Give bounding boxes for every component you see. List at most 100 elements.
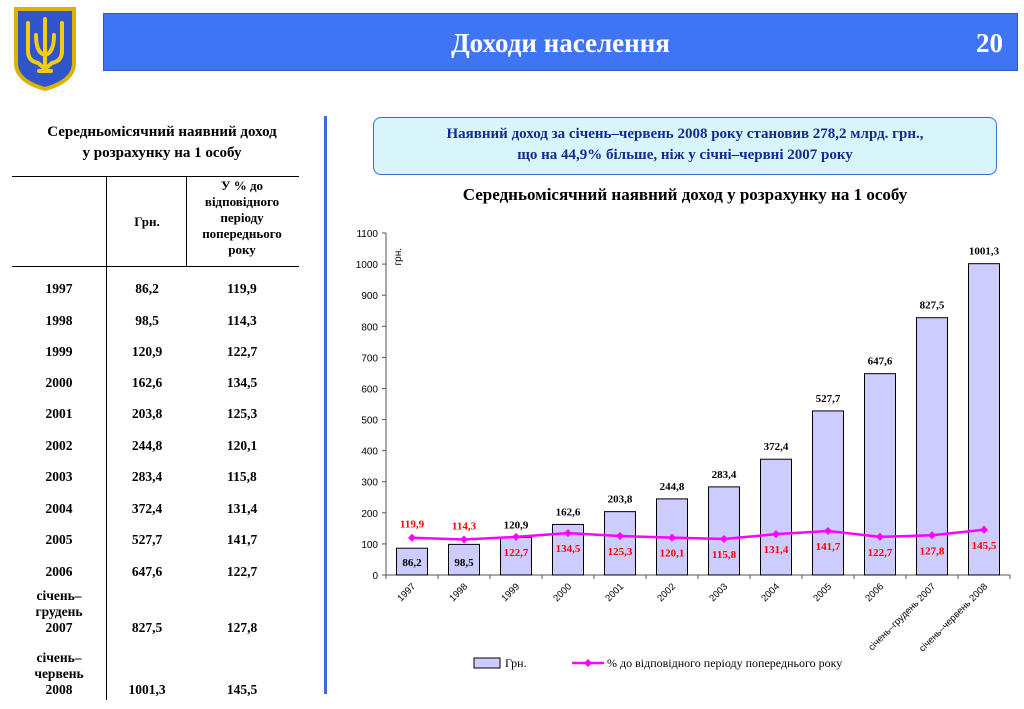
x-tick-label: 2005 xyxy=(811,581,834,604)
pct-value-label: 115,8 xyxy=(712,549,737,561)
y-tick-label: 900 xyxy=(361,291,378,302)
bar xyxy=(812,410,844,576)
bar xyxy=(760,458,792,576)
bar-value-label: 86,2 xyxy=(402,557,422,569)
bar xyxy=(448,543,480,576)
row-year-line: 2001 xyxy=(45,406,73,421)
x-tick-label: 1999 xyxy=(499,581,522,604)
row-grn-value: 372,4 xyxy=(131,501,163,516)
table-col-divider xyxy=(186,176,187,266)
vertical-divider xyxy=(324,116,327,694)
pct-marker xyxy=(772,530,780,539)
row-pct-value: 127,8 xyxy=(226,620,258,635)
y-tick-label: 700 xyxy=(361,353,378,364)
info-line2: що на 44,9% більше, ніж у січні–червні 2… xyxy=(517,147,853,163)
pct-marker xyxy=(460,535,468,544)
row-year: 2004 xyxy=(12,501,106,517)
y-tick-label: 400 xyxy=(361,447,378,458)
row-year-line: січень– xyxy=(36,650,82,665)
pct-value-label: 131,4 xyxy=(764,544,789,556)
pct-value-label: 122,7 xyxy=(504,547,529,559)
row-year-line: січень– xyxy=(36,588,82,603)
row-year: 2005 xyxy=(12,532,106,548)
row-year-line: 2000 xyxy=(45,375,73,390)
row-grn-value: 120,9 xyxy=(131,344,163,359)
y-tick-label: 1100 xyxy=(356,229,378,240)
bar-value-label: 647,6 xyxy=(868,356,893,368)
legend-bar-label: Грн. xyxy=(505,656,527,670)
pct-line xyxy=(411,528,985,541)
row-grn-value: 527,7 xyxy=(131,532,163,547)
info-line1: Наявний доход за січень–червень 2008 рок… xyxy=(446,126,924,142)
row-year-line: 2005 xyxy=(45,532,73,547)
chart-title: Середньомісячний наявний доход у розраху… xyxy=(462,185,908,204)
row-year-line: 2008 xyxy=(45,682,73,697)
row-year: 2000 xyxy=(12,375,106,391)
x-tick-label: 2003 xyxy=(707,581,730,604)
row-pct-value: 115,8 xyxy=(227,469,257,484)
row-year: січень– червень 2008 xyxy=(12,650,106,698)
bar xyxy=(604,511,636,576)
row-grn-value: 1001,3 xyxy=(128,682,166,697)
row-grn-value: 827,5 xyxy=(131,620,163,635)
page-number: 20 xyxy=(976,28,1003,58)
table-title-line1: Середньомісячний наявний доход xyxy=(47,124,277,140)
row-year: 2003 xyxy=(12,469,106,485)
pct-marker xyxy=(564,529,572,538)
trident-emblem-icon xyxy=(14,7,76,91)
row-grn-value: 98,5 xyxy=(135,313,159,328)
x-tick-label: 2001 xyxy=(603,581,626,604)
y-tick-label: 800 xyxy=(361,322,378,333)
bar-value-label: 1001,3 xyxy=(969,246,1000,258)
y-tick-label: 100 xyxy=(361,540,378,551)
row-pct-value: 131,4 xyxy=(226,501,258,516)
row-year-line: грудень xyxy=(35,604,83,619)
row-year-line: 2006 xyxy=(45,564,73,579)
bar-value-label: 203,8 xyxy=(608,494,633,506)
row-year-line: 2002 xyxy=(45,438,73,453)
bar-value-label: 283,4 xyxy=(712,469,737,481)
row-pct-value: 134,5 xyxy=(226,375,258,390)
legend-bar-swatch xyxy=(473,657,501,669)
pct-value-label: 134,5 xyxy=(556,543,581,555)
row-year: 2006 xyxy=(12,564,106,580)
row-pct-value: 125,3 xyxy=(226,406,258,421)
pct-marker xyxy=(980,525,988,534)
page-title: Доходи населення xyxy=(451,28,670,58)
column-header-pct-line: періоду xyxy=(220,210,264,225)
x-tick-label: 1998 xyxy=(447,581,470,604)
column-header-pct-line: відповідного xyxy=(204,194,280,209)
table-col-divider xyxy=(106,176,107,700)
row-grn-value: 203,8 xyxy=(131,406,163,421)
pct-value-label: 141,7 xyxy=(816,541,841,553)
row-grn-value: 162,6 xyxy=(131,375,163,390)
row-year: 2001 xyxy=(12,406,106,422)
row-year-line: 1997 xyxy=(45,281,73,296)
x-tick-label: 2000 xyxy=(551,581,574,604)
row-pct-value: 120,1 xyxy=(226,438,258,453)
row-pct-value: 122,7 xyxy=(226,564,258,579)
legend-line-label: % до відповідного періоду попереднього р… xyxy=(607,656,842,670)
pct-marker xyxy=(928,531,936,540)
bar-value-label: 527,7 xyxy=(816,393,841,405)
bar xyxy=(396,547,428,576)
pct-marker xyxy=(512,532,520,541)
header-bar: Доходи населення 20 xyxy=(103,13,1018,71)
table-header-rule xyxy=(12,266,299,267)
row-year-line: 1998 xyxy=(45,313,73,328)
column-header-grn: Грн. xyxy=(134,214,160,229)
legend-line-marker xyxy=(584,659,592,667)
pct-marker xyxy=(720,534,728,543)
bar xyxy=(968,263,1000,576)
row-pct-value: 141,7 xyxy=(226,532,258,547)
row-pct-value: 114,3 xyxy=(227,313,257,328)
pct-value-label: 145,5 xyxy=(972,540,997,552)
bar-value-label: 827,5 xyxy=(920,300,945,312)
info-box: Наявний доход за січень–червень 2008 рок… xyxy=(373,117,997,175)
table-title-line2: у розрахунку на 1 особу xyxy=(82,145,242,161)
row-year-line: 2007 xyxy=(45,620,73,635)
x-tick-label: 1997 xyxy=(395,581,418,604)
y-axis-label: грн. xyxy=(393,248,404,266)
y-tick-label: 300 xyxy=(361,478,378,489)
pct-marker xyxy=(668,533,676,542)
